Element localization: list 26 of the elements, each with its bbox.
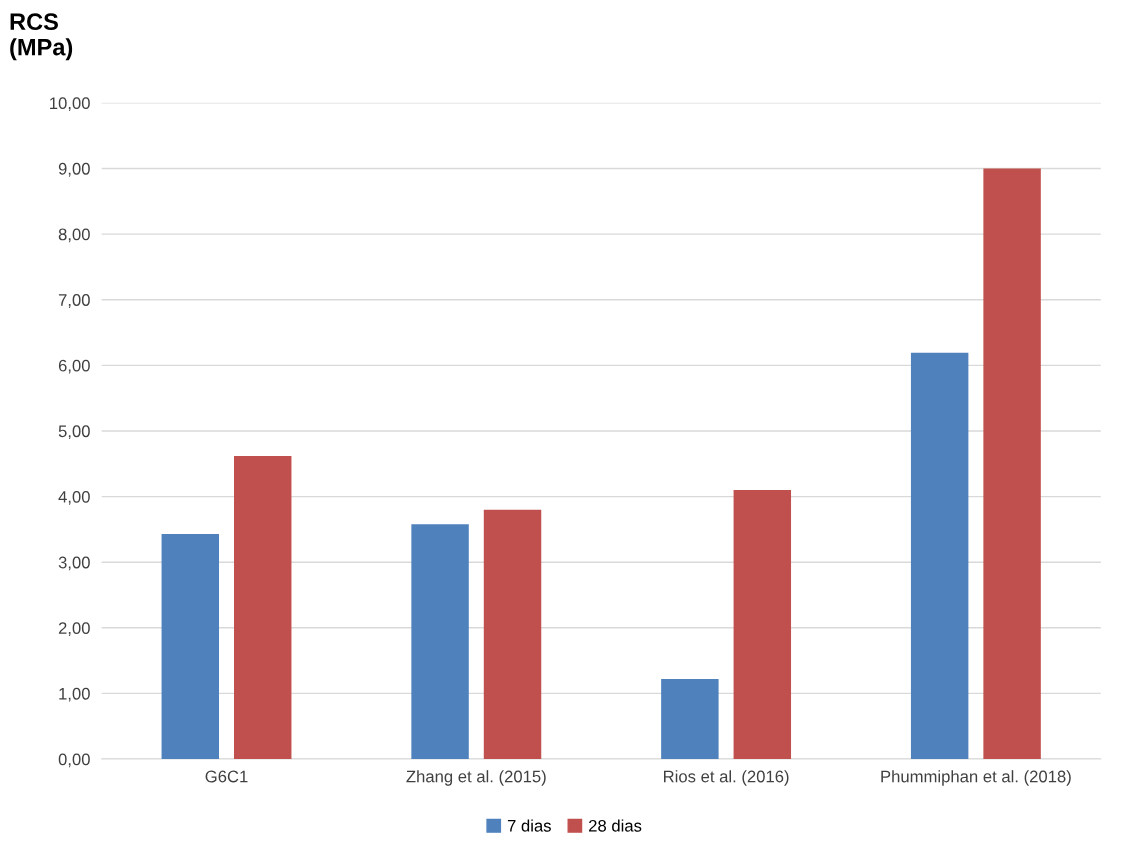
legend-label: 7 dias [507, 819, 551, 832]
x-tick-label: G6C1 [205, 770, 248, 783]
y-tick-label: 0,00 [58, 753, 90, 768]
y-tick-label: 8,00 [58, 228, 90, 243]
legend-label: 28 dias [589, 819, 642, 832]
y-tick-label: 9,00 [58, 162, 90, 177]
y-tick-label: 1,00 [59, 687, 90, 702]
y-tick-label: 6,00 [58, 359, 90, 374]
x-tick-label: Phummiphan et al. (2018) [881, 770, 1071, 786]
y-tick-label: 3,00 [58, 556, 90, 571]
y-tick-label: 10,00 [50, 97, 90, 112]
bar [733, 490, 792, 760]
x-tick-label: Rios et al. (2016) [664, 770, 789, 786]
bar [234, 455, 292, 760]
y-axis-title: RCS (MPa) [10, 13, 73, 61]
bar [411, 524, 469, 760]
bar [661, 678, 719, 760]
bar [910, 352, 969, 760]
bar [161, 533, 220, 760]
x-tick-label: Zhang et al. (2015) [406, 770, 546, 786]
y-tick-label: 7,00 [58, 294, 90, 308]
bar [983, 168, 1041, 760]
bar [483, 509, 542, 760]
y-tick-label: 2,00 [58, 622, 90, 636]
y-tick-label: 5,00 [58, 425, 90, 440]
y-tick-label: 4,00 [58, 490, 90, 505]
